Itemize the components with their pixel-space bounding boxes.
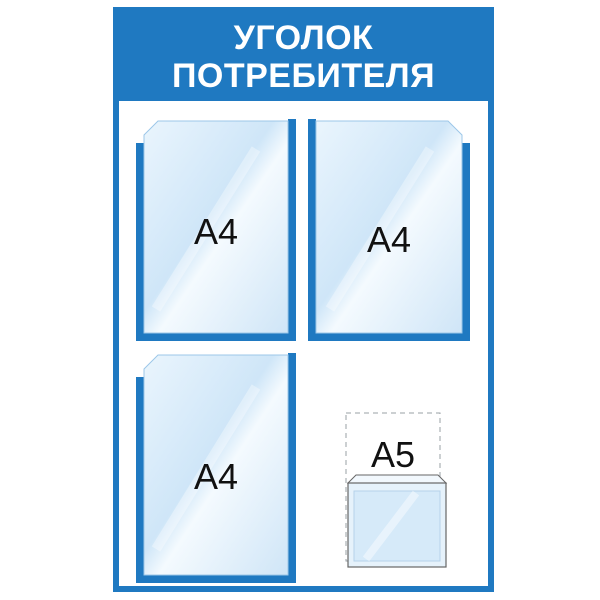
a4-pocket-graphic [308, 119, 470, 341]
pocket-size-label: A5 [370, 434, 416, 475]
stand-title-line-2: ПОТРЕБИТЕЛЯ [171, 57, 436, 95]
consumer-corner-stand: УГОЛОК ПОТРЕБИТЕЛЯ A4 [113, 7, 494, 592]
a4-pocket-bottom-left: A4 [136, 353, 296, 583]
a5-brochure-holder: A5 [345, 412, 448, 573]
stand-title-line-1: УГОЛОК [233, 19, 374, 57]
pocket-size-label: A4 [193, 456, 239, 497]
a4-pocket-top-right: A4 [308, 119, 470, 341]
a4-pocket-graphic [136, 119, 296, 341]
pocket-size-label: A4 [366, 219, 412, 260]
a4-pocket-graphic [136, 353, 296, 583]
a5-holder-graphic [345, 412, 448, 568]
a4-pocket-top-left: A4 [136, 119, 296, 341]
pocket-size-label: A4 [193, 211, 239, 252]
stand-header: УГОЛОК ПОТРЕБИТЕЛЯ [119, 13, 488, 101]
